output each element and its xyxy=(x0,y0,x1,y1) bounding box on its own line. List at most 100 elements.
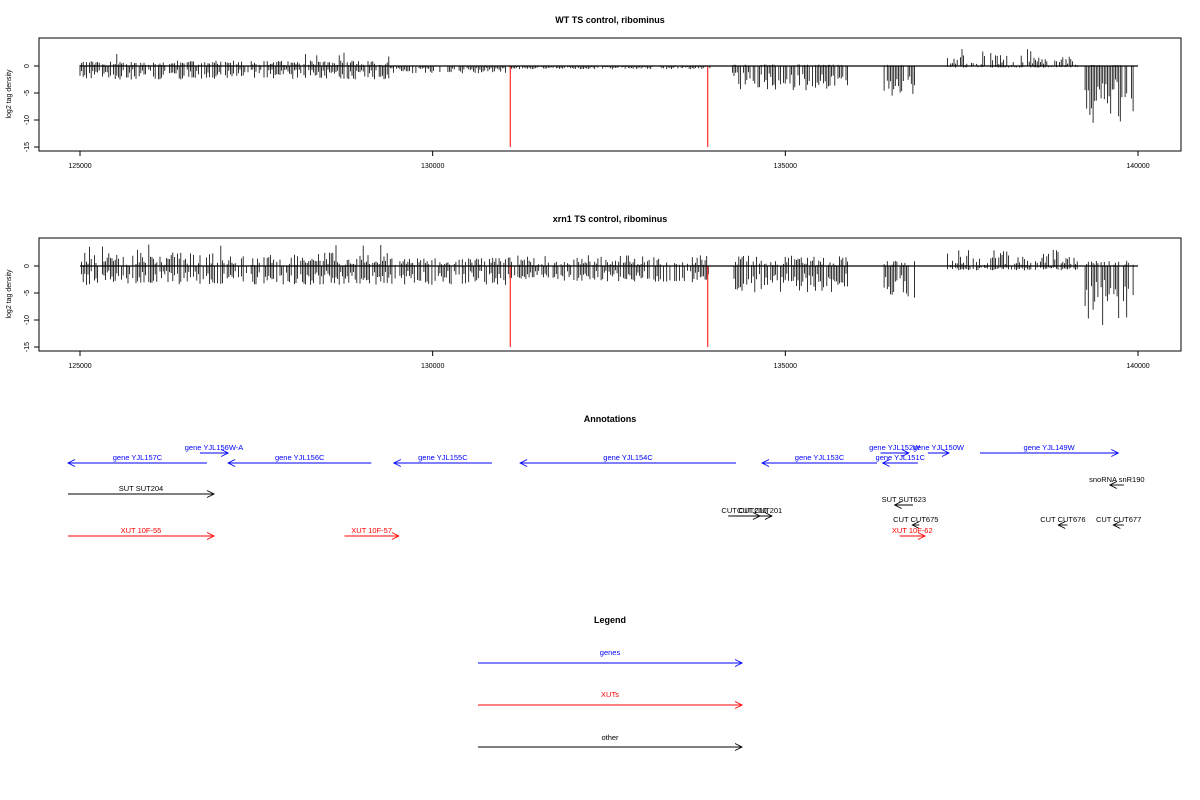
arrowhead-icon xyxy=(917,532,926,540)
y-tick: -15 xyxy=(24,342,39,352)
annotation-feature: gene YJL156W-A xyxy=(185,443,244,457)
x-tick: 140000 xyxy=(1126,351,1150,370)
x-tick-label: 140000 xyxy=(1126,363,1149,370)
annotation-feature: XUT 10F-55 xyxy=(68,526,216,540)
annotation-label: gene YJL150W xyxy=(913,443,965,452)
arrowhead-icon xyxy=(1112,521,1121,529)
legend-genes: genes xyxy=(478,648,744,667)
annotation-feature: gene YJL154C xyxy=(519,453,736,467)
chart-marks xyxy=(81,244,1134,325)
x-tick: 135000 xyxy=(774,351,797,370)
annotation-feature: gene YJL156C xyxy=(227,453,372,467)
annotation-feature: snoRNA snR190 xyxy=(1089,475,1145,489)
x-tick: 135000 xyxy=(774,151,797,170)
y-tick-label: -5 xyxy=(24,290,31,296)
y-tick-label: -15 xyxy=(24,342,31,352)
x-tick-label: 135000 xyxy=(774,163,797,170)
annotation-label: CUT CUT200 xyxy=(721,506,766,515)
arrowhead-icon xyxy=(734,701,744,709)
x-tick: 125000 xyxy=(68,351,92,370)
y-tick-label: -15 xyxy=(24,142,31,152)
annotation-label: XUT 10F-55 xyxy=(121,526,162,535)
x-tick: 140000 xyxy=(1126,151,1150,170)
annotation-label: gene YJL152W xyxy=(869,443,921,452)
arrowhead-icon xyxy=(391,532,400,540)
chart-title: xrn1 TS control, ribominus xyxy=(553,214,668,224)
annotation-feature: CUT CUT677 xyxy=(1096,515,1141,529)
annotation-label: gene YJL153C xyxy=(795,453,845,462)
y-tick: -15 xyxy=(24,142,39,152)
arrowhead-icon xyxy=(881,459,890,467)
chart-xrn1: xrn1 TS control, ribominus log2 tag dens… xyxy=(6,214,1182,370)
arrowhead-icon xyxy=(1111,449,1120,457)
annotation-feature: gene YJL149W xyxy=(980,443,1120,457)
annotation-label: CUT CUT675 xyxy=(893,515,938,524)
legend-label: genes xyxy=(600,648,621,657)
annotation-feature: SUT SUT204 xyxy=(68,484,216,498)
y-tick-label: -10 xyxy=(24,315,31,325)
plot-frame xyxy=(38,237,1182,352)
y-tick-label: 0 xyxy=(24,64,31,68)
arrowhead-icon xyxy=(734,659,744,667)
x-axis: 125000 130000 135000 140000 xyxy=(68,151,1150,170)
y-axis: log2 tag density 0 -5 -10 -15 xyxy=(6,64,39,152)
arrowhead-icon xyxy=(901,449,910,457)
annotation-label: gene YJL149W xyxy=(1024,443,1076,452)
annotation-label: gene YJL151C xyxy=(876,453,926,462)
annotation-feature: gene YJL151C xyxy=(876,453,926,467)
plot-frame xyxy=(38,37,1182,152)
legend-label: XUTs xyxy=(601,690,619,699)
annotation-feature: gene YJL150W xyxy=(913,443,965,457)
x-tick-label: 125000 xyxy=(68,363,91,370)
annotations-title: Annotations xyxy=(584,414,637,424)
arrowhead-icon xyxy=(1057,521,1066,529)
y-axis: log2 tag density 0 -5 -10 -15 xyxy=(6,264,39,352)
y-tick: -10 xyxy=(24,315,39,325)
annotation-label: XUT 10F-62 xyxy=(892,526,933,535)
x-tick-label: 130000 xyxy=(421,163,444,170)
y-tick: 0 xyxy=(24,264,39,268)
arrowhead-icon xyxy=(941,449,950,457)
x-tick: 125000 xyxy=(68,151,92,170)
y-axis-label: log2 tag density xyxy=(6,269,13,319)
arrowhead-icon xyxy=(519,459,528,467)
annotation-label: gene YJL157C xyxy=(113,453,163,462)
annotation-label: gene YJL154C xyxy=(603,453,653,462)
x-tick-label: 130000 xyxy=(421,363,444,370)
marker-lines xyxy=(509,66,709,147)
annotation-feature: XUT 10F-57 xyxy=(344,526,400,540)
arrowhead-icon xyxy=(392,459,402,467)
annotation-label: snoRNA snR190 xyxy=(1089,475,1144,484)
y-tick-label: 0 xyxy=(24,264,31,268)
annotation-feature: SUT SUT623 xyxy=(882,495,926,509)
arrowhead-icon xyxy=(911,521,920,529)
x-tick-label: 125000 xyxy=(68,163,91,170)
annotation-feature: gene YJL155C xyxy=(392,453,492,467)
arrowhead-icon xyxy=(1108,481,1117,489)
annotation-label: CUT CUT201 xyxy=(737,506,782,515)
arrowhead-icon xyxy=(764,512,773,520)
arrowhead-icon xyxy=(893,501,902,509)
annotation-label: XUT 10F-57 xyxy=(351,526,392,535)
arrowhead-icon xyxy=(206,490,216,498)
y-tick-label: -5 xyxy=(24,90,31,96)
annotation-label: gene YJL156W-A xyxy=(185,443,244,452)
annotation-label: gene YJL155C xyxy=(418,453,468,462)
annotation-label: SUT SUT623 xyxy=(882,495,926,504)
x-tick-label: 140000 xyxy=(1126,163,1149,170)
annotation-feature: gene YJL152W xyxy=(869,443,921,457)
y-tick-label: -10 xyxy=(24,115,31,125)
legend-title: Legend xyxy=(594,615,626,625)
chart-wt: WT TS control, ribominus log2 tag densit… xyxy=(6,15,1182,170)
y-tick: 0 xyxy=(24,64,39,68)
arrowhead-icon xyxy=(734,743,744,751)
annotation-label: SUT SUT204 xyxy=(119,484,163,493)
arrowhead-icon xyxy=(206,532,216,540)
annotation-tracks: gene YJL157C gene YJL156W-A gene YJL156C ge… xyxy=(67,443,1145,540)
x-tick: 130000 xyxy=(421,151,444,170)
annotation-feature: gene YJL157C xyxy=(67,453,207,467)
chart-marks xyxy=(79,49,1134,123)
annotation-feature: CUT CUT676 xyxy=(1040,515,1086,529)
annotation-feature: gene YJL153C xyxy=(761,453,878,467)
